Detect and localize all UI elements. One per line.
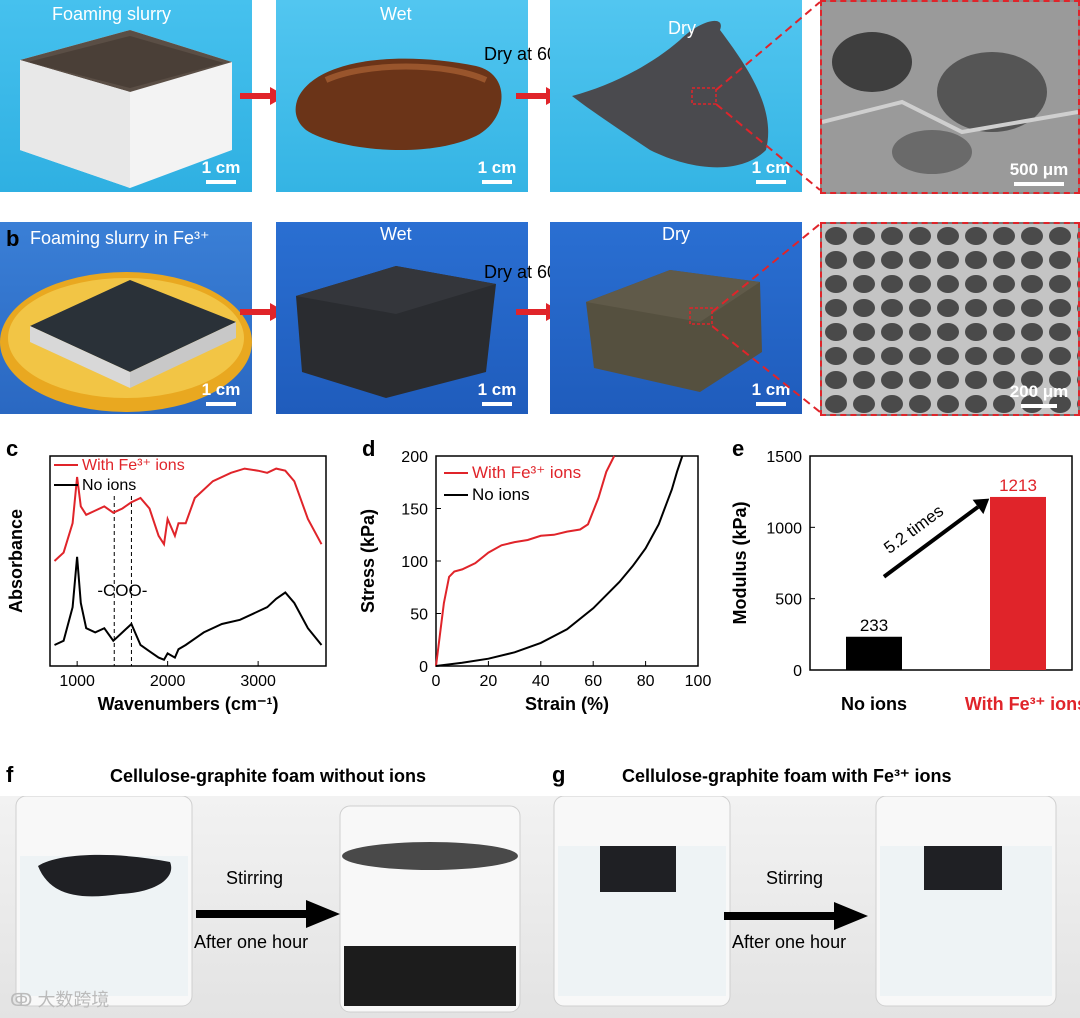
legend-label: No ions [472,485,530,504]
photo-foaming-slurry: Foaming slurry 1 cm [0,0,252,192]
series-line-1 [435,455,684,667]
black-arrow-icon [196,900,340,928]
bar-1 [990,496,1046,670]
caption-wet-b: Wet [380,224,412,244]
panel-letter-d: d [362,436,376,461]
legend-label: With Fe³⁺ ions [82,457,185,474]
x-tick-label: 0 [432,673,441,690]
photo-dry-a: Dry 1 cm [550,0,802,192]
axes-frame [49,455,327,667]
y-tick-label: 0 [793,663,802,680]
x-tick-label: 20 [480,673,498,690]
arrow-label-bottom-f: After one hour [194,932,309,952]
legend-label: With Fe³⁺ ions [472,463,581,482]
y-tick-label: 50 [410,607,428,624]
x-tick-label: 1000 [59,673,95,690]
scale-bar-a3: 1 cm [748,158,794,184]
panel-letter-b: b [6,226,20,251]
scale-bar-a2: 1 cm [474,158,520,184]
scale-bar-a4: 500 μm [1004,160,1074,186]
x-tick-label: 3000 [240,673,276,690]
x-axis-label: Wavenumbers (cm⁻¹) [98,694,279,714]
x-tick-label: 80 [637,673,655,690]
y-tick-label: 0 [419,659,428,676]
x-tick-label: 60 [584,673,602,690]
y-tick-label: 150 [401,502,428,519]
category-label: With Fe³⁺ ions [965,694,1080,714]
x-tick-label: 40 [532,673,550,690]
black-arrow-icon [724,902,868,930]
scale-bar-b2: 1 cm [474,380,520,406]
axes-frame [809,455,1073,671]
photo-panel-f: Stirring After one hour ↂ 大数跨境 [0,796,540,1018]
sem-image-b: 200 μm [820,222,1080,416]
red-arrow-icon [240,303,286,321]
caption-foaming-slurry: Foaming slurry [52,4,172,24]
zoom-guide-lines-a [716,1,821,191]
wet-cube-illustration [296,266,496,398]
photo-dry-b: Dry 1 cm [550,222,802,414]
x-axis-label: Strain (%) [525,694,609,714]
scale-bar-b3: 1 cm [748,380,794,406]
chart-c-ftir: 1000 2000 3000 -COO- With Fe³⁺ ions No ions Wa… [6,455,327,714]
x-tick-label: 100 [685,673,712,690]
series-line-0 [435,455,616,667]
arrow-label-top-f: Stirring [226,868,284,888]
y-tick-label: 1500 [766,449,802,466]
x-tick-label: 2000 [150,673,186,690]
bar-value-label: 233 [860,616,888,635]
scale-bar-a1: 1 cm [198,158,244,184]
watermark: ↂ 大数跨境 [10,990,110,1010]
y-tick-label: 1000 [766,520,802,537]
y-tick-label: 500 [775,592,802,609]
beakers-illustration-g [553,796,1057,1007]
panel-letter-c: c [6,436,19,461]
caption-dry-a: Dry [668,18,696,38]
y-axis-label: Stress (kPa) [358,509,378,613]
ratio-arrow-line [882,505,980,579]
sem-texture-b [822,224,1078,414]
panel-letter-g: g [552,762,566,787]
y-tick-label: 200 [401,449,428,466]
arrow-label-bottom-g: After one hour [732,932,847,952]
caption-foaming-slurry-fe: Foaming slurry in Fe³⁺ [30,228,210,248]
bar-0 [846,636,902,670]
chart-d-stress-strain: 0 20 40 60 80 100 0 50 100 150 200 With Fe³⁺ ions No… [358,449,712,714]
chart-e-modulus: 0 500 1000 1500 233 No ions 1213 With Fe³⁺ ions… [730,449,1080,714]
caption-dry-b: Dry [662,224,690,244]
ratio-label: 5.2 times [880,501,947,557]
dish-illustration [0,272,252,412]
y-axis-label: Modulus (kPa) [730,501,750,624]
wet-foam-illustration [295,58,502,151]
arrow-label-top-g: Stirring [766,868,824,888]
series-line-0 [53,467,323,562]
sem-image-a: 500 μm [820,0,1080,194]
photo-wet-b: Wet 1 cm [276,222,528,414]
ratio-arrow-head [972,498,990,515]
sem-texture-a [822,2,1078,192]
legend-label: No ions [82,477,136,494]
panel-letter-f: f [6,762,14,787]
beakers-illustration-f [15,796,521,1013]
watermark-icon: ↂ [10,990,33,1010]
caption-wet-a: Wet [380,4,412,24]
panel-letter-e: e [732,436,745,461]
scale-bar-b1: 1 cm [198,380,244,406]
photo-foaming-slurry-fe: Foaming slurry in Fe³⁺ 1 cm [0,222,252,414]
dry-foam-illustration [572,20,769,168]
foam-block-illustration [20,30,232,188]
annotation-coo: -COO- [97,581,147,600]
photo-wet-a: Wet 1 cm [276,0,528,192]
category-label: No ions [841,694,907,714]
series-line-1 [54,556,323,661]
photo-panel-g: Stirring After one hour [540,796,1080,1018]
zoom-guide-lines-b [712,223,821,413]
red-arrow-icon [240,87,286,105]
y-tick-label: 100 [401,554,428,571]
bar-value-label: 1213 [999,476,1037,495]
title-f: Cellulose-graphite foam without ions [110,766,427,786]
scale-bar-b4: 200 μm [1004,382,1074,408]
title-g: Cellulose-graphite foam with Fe³⁺ ions [622,766,952,786]
y-axis-label: Absorbance [6,509,26,613]
